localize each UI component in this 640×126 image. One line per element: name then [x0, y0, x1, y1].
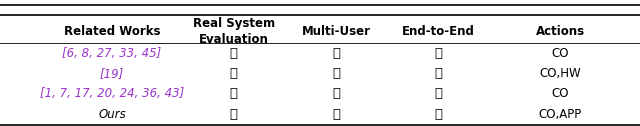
Text: ✓: ✓: [332, 87, 340, 100]
Text: Actions: Actions: [536, 25, 584, 38]
Text: CO,HW: CO,HW: [539, 67, 581, 80]
Text: ✗: ✗: [435, 67, 442, 80]
Text: ✓: ✓: [230, 107, 237, 121]
Text: ✓: ✓: [332, 107, 340, 121]
Text: CO: CO: [551, 47, 569, 60]
Text: Real System
Evaluation: Real System Evaluation: [193, 17, 275, 46]
Text: End-to-End: End-to-End: [402, 25, 475, 38]
Text: ✗: ✗: [435, 47, 442, 60]
Text: [6, 8, 27, 33, 45]: [6, 8, 27, 33, 45]: [62, 47, 162, 60]
Text: ✓: ✓: [230, 67, 237, 80]
Text: Ours: Ours: [98, 107, 126, 121]
Text: Related Works: Related Works: [64, 25, 160, 38]
Text: [19]: [19]: [100, 67, 124, 80]
Text: ✗: ✗: [435, 87, 442, 100]
Text: ✗: ✗: [230, 47, 237, 60]
Text: ✗: ✗: [230, 87, 237, 100]
Text: Multi-User: Multi-User: [301, 25, 371, 38]
Text: [1, 7, 17, 20, 24, 36, 43]: [1, 7, 17, 20, 24, 36, 43]: [40, 87, 184, 100]
Text: ✓: ✓: [435, 107, 442, 121]
Text: CO,APP: CO,APP: [538, 107, 582, 121]
Text: ✗: ✗: [332, 67, 340, 80]
Text: CO: CO: [551, 87, 569, 100]
Text: ✗: ✗: [332, 47, 340, 60]
